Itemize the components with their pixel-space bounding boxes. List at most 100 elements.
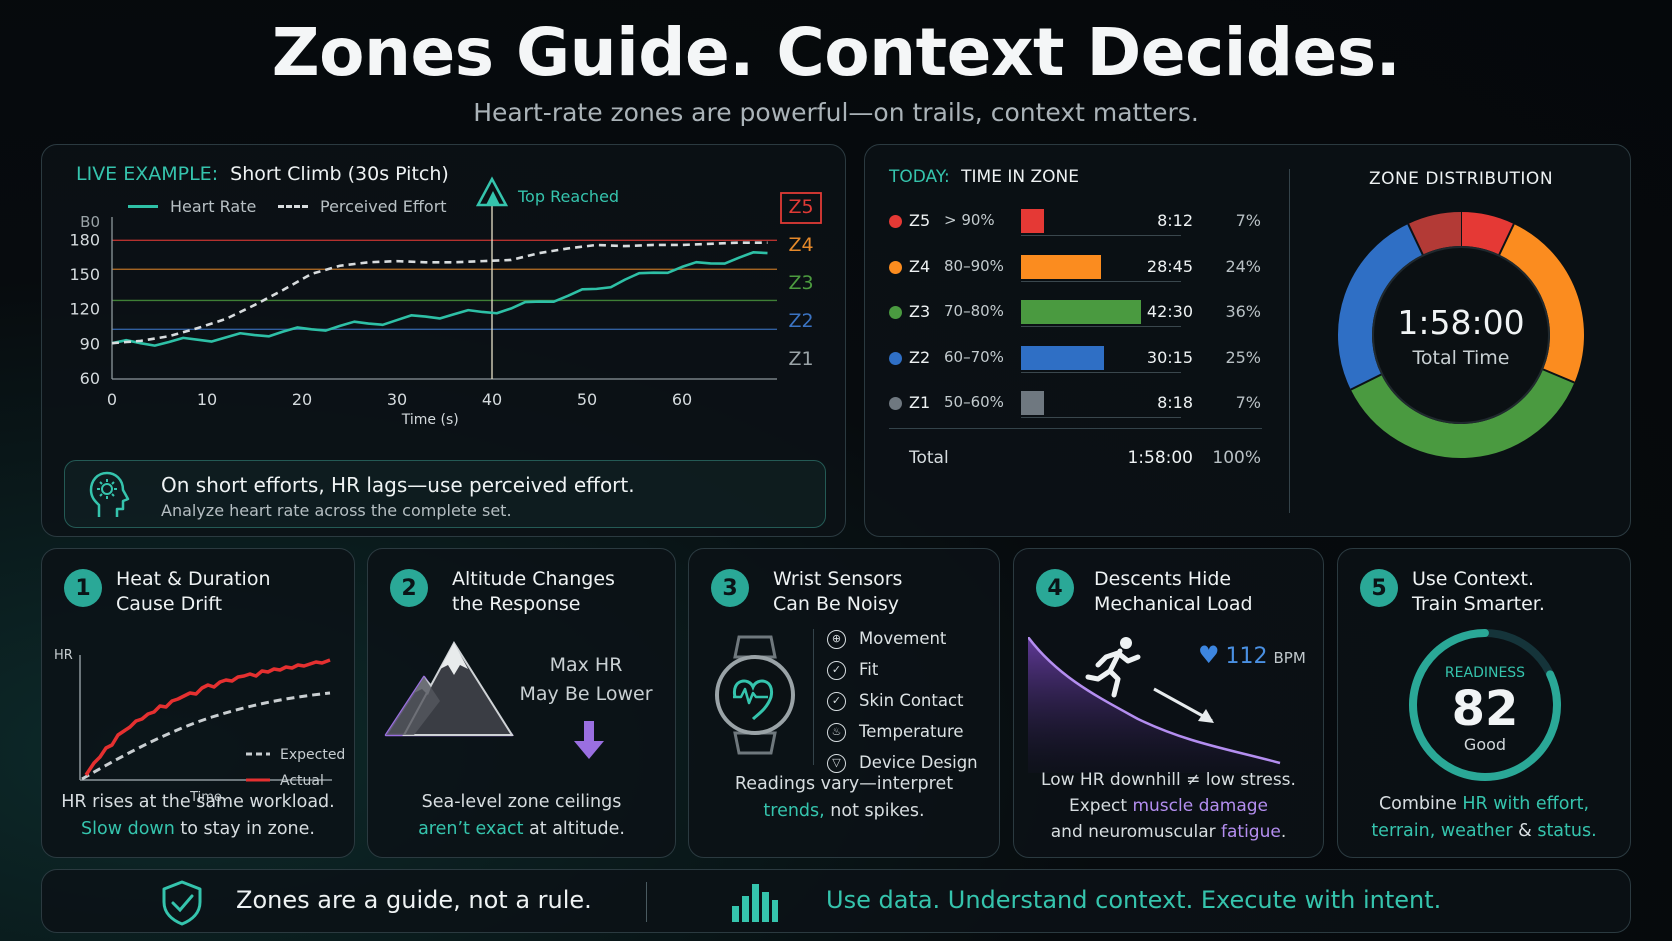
zone-dot xyxy=(889,260,902,274)
movement-icon: ⊕ xyxy=(827,630,846,649)
zone-bar xyxy=(1021,345,1105,370)
card-wrist-sensors: 3 Wrist Sensors Can Be Noisy ⊕ Movement … xyxy=(688,548,1000,858)
zone-percent: 25% xyxy=(1225,347,1261,367)
card-foot-highlight: HR with effort, xyxy=(1462,794,1590,814)
card-title-line-1: Use Context. xyxy=(1412,568,1535,590)
card-foot-line-1: HR rises at the same workload. xyxy=(61,792,335,812)
drift-chart: HR Expected Actual Time xyxy=(54,648,345,805)
readiness-label: READINESS xyxy=(1444,665,1526,681)
drift-x-axis-label: Time xyxy=(189,790,222,805)
card-title-line-1: Wrist Sensors xyxy=(773,568,903,590)
sensor-factor-item: ⊕ Movement xyxy=(827,627,997,655)
card-number-badge: 2 xyxy=(390,569,428,607)
zone-name: Z5 xyxy=(909,211,931,230)
top-reached-label: Top Reached xyxy=(517,187,619,206)
card-foot-line-2: trends, not spikes. xyxy=(689,798,999,825)
card-foot-line-2: Slow down to stay in zone. xyxy=(42,816,354,843)
sensor-factor-item: ♨ Temperature xyxy=(827,720,997,748)
time-in-zone-panel: TODAY: TIME IN ZONE Z5 > 90% 8:12 7% Z4 … xyxy=(864,144,1631,537)
donut-separator xyxy=(1350,373,1382,391)
card-title-line-1: Descents Hide xyxy=(1094,568,1232,590)
zone-dot xyxy=(889,306,902,319)
sensor-factor-item: ✓ Fit xyxy=(827,658,997,686)
card-title-line-1: Altitude Changes xyxy=(452,568,615,590)
sensor-factor-label: Fit xyxy=(859,660,879,679)
donut-slice-z5 xyxy=(1460,212,1514,255)
zone-name: Z3 xyxy=(909,302,931,321)
total-percent: 100% xyxy=(1212,448,1261,468)
drift-legend-actual: Actual xyxy=(280,773,324,789)
bar-chart-icon xyxy=(732,882,778,926)
card-foot-line-1: Sea-level zone ceilings xyxy=(421,792,622,812)
donut-center-value: 1:58:00 xyxy=(1397,303,1525,342)
y-tick-label: 120 xyxy=(69,300,100,319)
live-example-label: LIVE EXAMPLE: xyxy=(76,163,219,185)
card-number-badge: 3 xyxy=(711,569,749,607)
drift-actual-line xyxy=(84,658,331,776)
zone-bar-track xyxy=(1021,326,1181,327)
card-foot-highlight: terrain, weather xyxy=(1371,821,1513,841)
donut-separator xyxy=(1542,368,1575,384)
card-foot-line-2: terrain, weather & status. xyxy=(1338,818,1630,845)
card-foot-text: Combine xyxy=(1378,794,1463,814)
sensor-factor-item: ✓ Skin Contact xyxy=(827,689,997,717)
y-tick-label: 90 xyxy=(80,334,100,353)
card-foot-text: Expect xyxy=(1068,796,1133,816)
sensor-factor-label: Device Design xyxy=(859,753,978,772)
footer-left-text: Zones are a guide, not a rule. xyxy=(236,886,592,914)
card-descents: 4 Descents Hide Mechanical Load ♥ 112 BP… xyxy=(1013,548,1324,858)
footer-divider xyxy=(646,882,647,922)
donut-hole xyxy=(1372,246,1550,424)
drift-legend-expected: Expected xyxy=(280,747,345,763)
card-title-line-2: Can Be Noisy xyxy=(773,593,900,615)
zone-row-z1: Z1 50–60% 8:18 7% xyxy=(889,389,1269,421)
sensor-factor-label: Movement xyxy=(859,629,947,648)
zone-time: 30:15 xyxy=(1146,347,1193,367)
zone-percent: 7% xyxy=(1235,211,1261,230)
zone-dot xyxy=(889,397,902,410)
zone-range: 70–80% xyxy=(944,302,1004,320)
zone-time: 8:12 xyxy=(1157,211,1193,230)
smartwatch-icon xyxy=(713,633,797,761)
card-foot-line-1: Readings vary—interpret xyxy=(734,774,954,794)
perceived-effort-line xyxy=(111,241,768,345)
zone-row-z4: Z4 80–90% 28:45 24% xyxy=(889,253,1269,285)
x-axis-title: Time (s) xyxy=(401,412,459,428)
sensor-factor-label: Skin Contact xyxy=(859,691,964,710)
card-foot-line-3: and neuromuscular fatigue. xyxy=(1014,819,1323,845)
donut-separator xyxy=(1498,223,1515,256)
fit-check-icon: ✓ xyxy=(827,661,846,680)
card-title: Altitude Changes the Response xyxy=(452,567,615,617)
note-subtitle: Analyze heart rate across the complete s… xyxy=(161,501,512,520)
card-title: Use Context. Train Smarter. xyxy=(1412,567,1545,617)
card-foot-highlight: trends, xyxy=(763,801,825,821)
heart-icon: ♥ xyxy=(1198,641,1220,669)
card-title: Descents Hide Mechanical Load xyxy=(1094,567,1253,617)
y-tick-label: 150 xyxy=(69,265,100,284)
card-use-context: 5 Use Context. Train Smarter. READINESS … xyxy=(1337,548,1631,858)
zone-bar xyxy=(1021,209,1045,233)
sensor-factor-item: ▽ Device Design xyxy=(827,751,997,779)
y-tick-label: 60 xyxy=(80,369,100,388)
head-brain-icon xyxy=(87,469,135,525)
card-foot-rest: to stay in zone. xyxy=(174,819,315,839)
zone-range: 50–60% xyxy=(944,393,1004,411)
card-foot-rest: at altitude. xyxy=(523,819,625,839)
zone-label-z1: Z1 xyxy=(788,348,813,370)
readiness-status: Good xyxy=(1463,735,1507,754)
x-tick-label: 20 xyxy=(292,390,312,409)
zone-row-z5: Z5 > 90% 8:12 7% xyxy=(889,207,1269,239)
zone-label-z3: Z3 xyxy=(788,272,813,294)
mountain-peak-icon xyxy=(475,176,509,207)
card-foot-text: and neuromuscular xyxy=(1050,822,1222,842)
card-foot-highlight: muscle damage xyxy=(1132,796,1269,816)
card-foot-line-1: Low HR downhill ≠ low stress. xyxy=(1041,770,1296,790)
zone-bar xyxy=(1021,391,1045,415)
panel-vertical-divider xyxy=(1289,169,1290,513)
donut-center-label: Total Time xyxy=(1412,347,1510,369)
sensor-list-divider xyxy=(813,629,814,765)
zone-name: Z4 xyxy=(909,256,931,276)
time-in-zone-label: TODAY: xyxy=(889,167,950,187)
zone-range: 80–90% xyxy=(944,256,1004,275)
